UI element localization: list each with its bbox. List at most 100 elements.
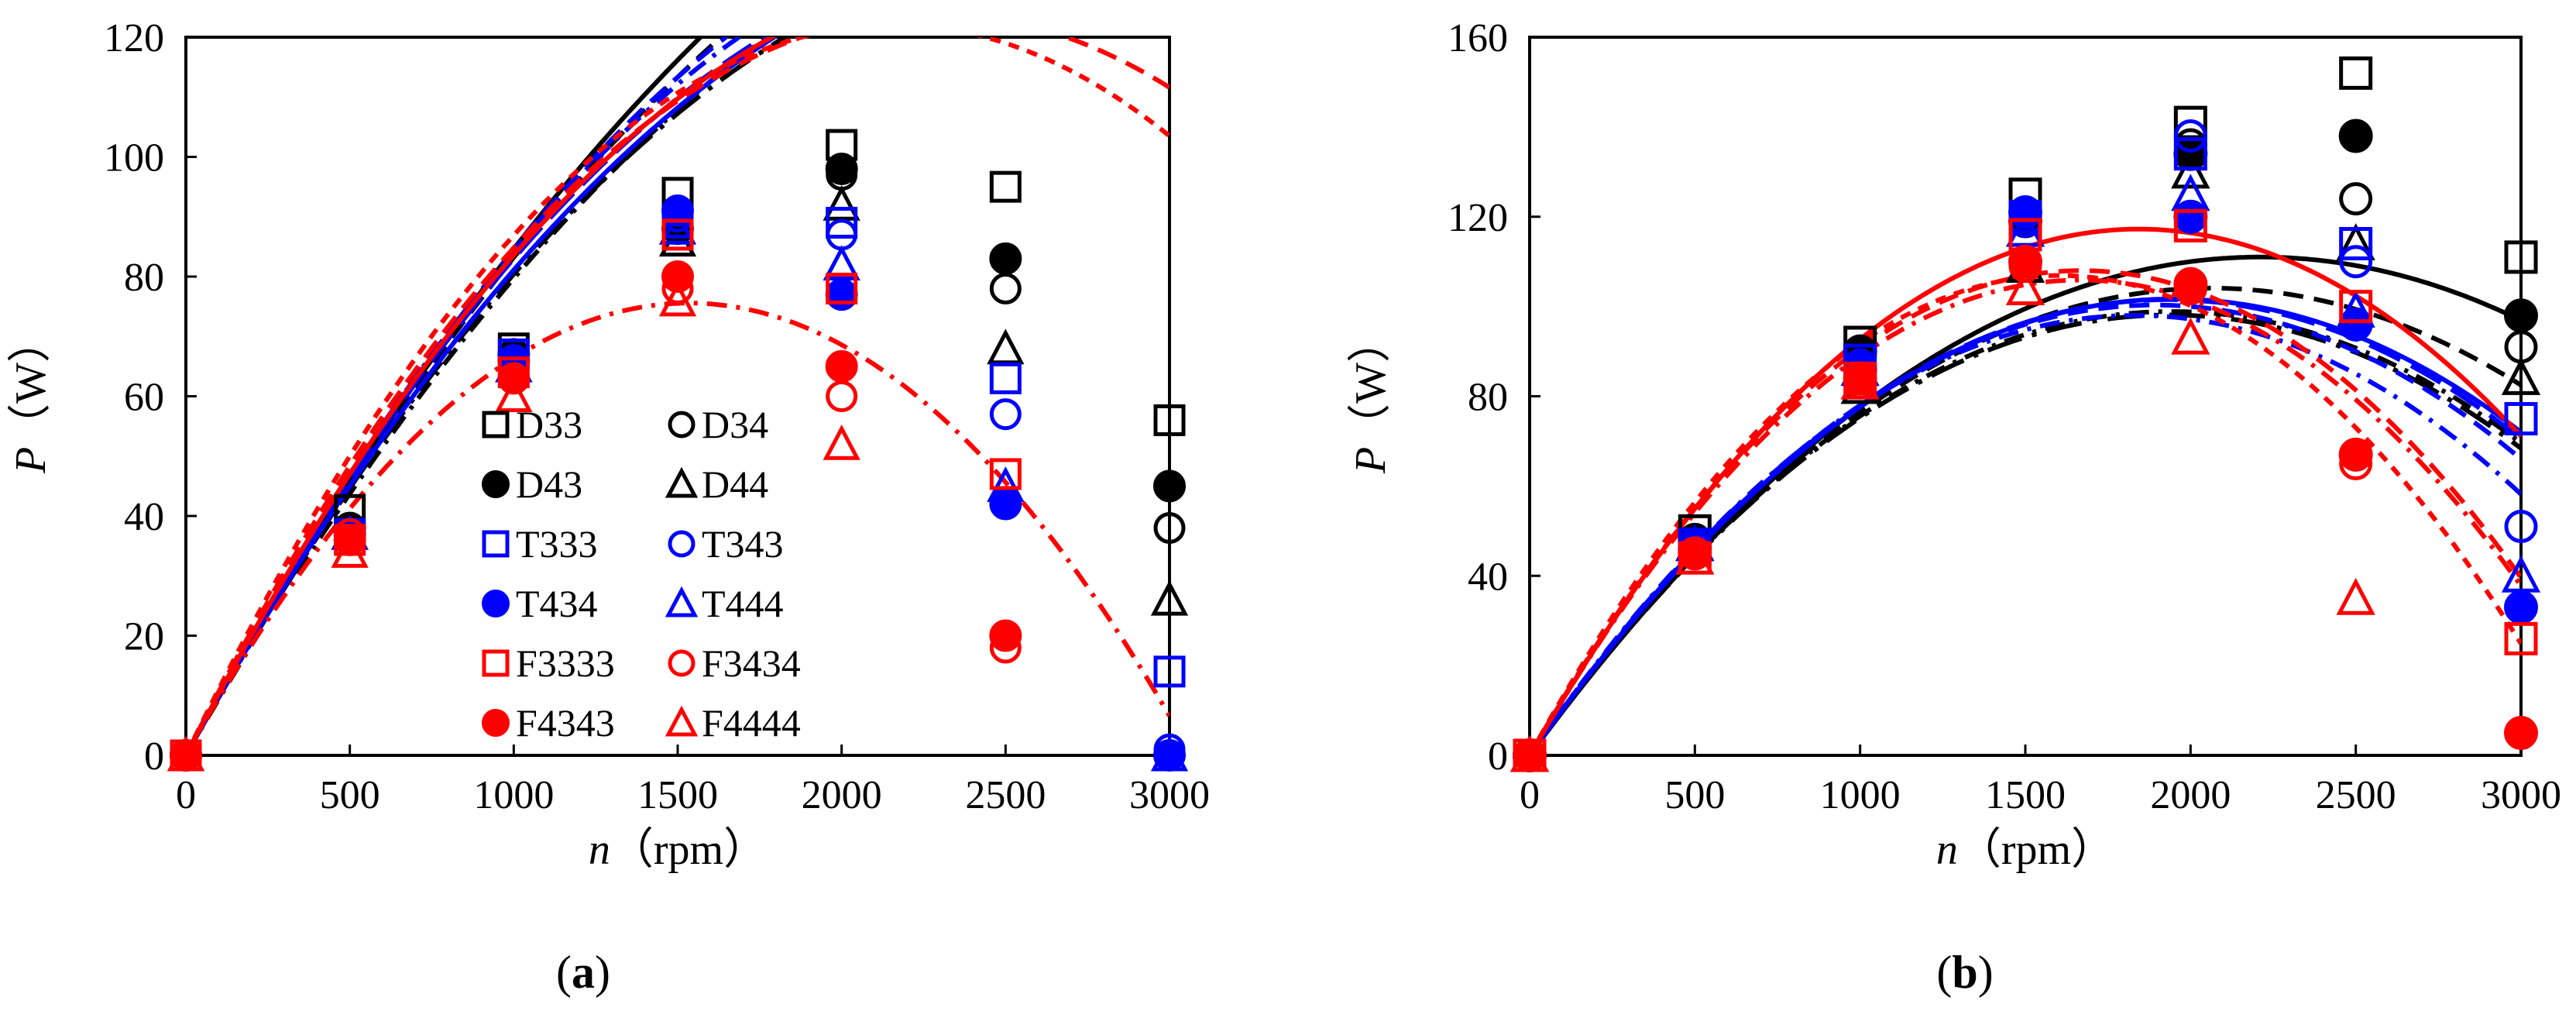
legend-label-f4444: F4444 <box>702 701 801 745</box>
x-tick-label: 2500 <box>965 773 1046 817</box>
x-tick-label: 3000 <box>2481 773 2561 817</box>
point-f4444 <box>2171 317 2210 355</box>
point-d33 <box>989 170 1022 203</box>
fit-curve-f4444 <box>186 301 1170 755</box>
point-t434 <box>1153 739 1186 772</box>
legend-marker-t343 <box>668 530 696 558</box>
point-d34 <box>989 272 1022 304</box>
legend-label-d34: D34 <box>702 403 768 446</box>
fit-curve-d44 <box>186 37 790 755</box>
x-tick-label: 0 <box>176 773 196 817</box>
legend-marker-f4444 <box>665 705 699 737</box>
x-tick-label: 1000 <box>473 773 554 817</box>
point-t333 <box>989 362 1022 394</box>
point-f4343 <box>170 739 202 772</box>
point-d33 <box>2339 56 2373 90</box>
x-axis-title: n（rpm） <box>1936 826 2114 874</box>
point-f4343 <box>1843 361 1877 396</box>
point-d44 <box>2501 357 2541 395</box>
legend-marker-d44 <box>665 466 699 498</box>
panel-a-label: (a) <box>556 947 610 998</box>
point-t444 <box>658 208 697 245</box>
fit-curve-f3333 <box>186 37 777 755</box>
y-tick-label: 40 <box>1468 555 1508 599</box>
x-tick-label: 2000 <box>802 773 882 817</box>
fit-curve-f3434 <box>186 37 1170 755</box>
point-f3333 <box>826 272 858 304</box>
point-t434 <box>2504 590 2538 624</box>
legend-marker-d43 <box>482 470 510 498</box>
x-tick-label: 1500 <box>1985 773 2066 817</box>
point-f4343 <box>2504 716 2538 751</box>
fit-curve-t434 <box>186 37 779 755</box>
y-tick-label: 120 <box>104 16 164 60</box>
point-d44 <box>658 221 697 257</box>
y-tick-label: 20 <box>124 615 164 659</box>
x-tick-label: 1500 <box>637 773 718 817</box>
point-t333 <box>826 206 858 239</box>
point-d43 <box>825 152 858 185</box>
point-f4444 <box>823 424 860 460</box>
y-tick-label: 0 <box>1488 734 1508 779</box>
legend-label-f3434: F3434 <box>702 641 801 685</box>
point-d34 <box>1153 511 1186 544</box>
point-d44 <box>2171 151 2210 189</box>
point-f4343 <box>661 260 694 293</box>
x-tick-label: 500 <box>320 773 380 817</box>
point-f3333 <box>2173 208 2207 242</box>
point-d33 <box>2504 240 2538 274</box>
y-tick-label: 40 <box>124 495 164 539</box>
point-t333 <box>1153 655 1186 688</box>
point-d34 <box>2339 182 2373 216</box>
fit-curve-d33 <box>1530 254 2521 755</box>
point-t333 <box>2173 137 2207 171</box>
legend-label-t333: T333 <box>516 522 598 566</box>
point-f3333 <box>2339 290 2373 324</box>
point-d43 <box>1153 469 1186 503</box>
fit-curve-f3434 <box>1530 268 2521 755</box>
point-f4444 <box>1510 734 1550 772</box>
point-f3434 <box>826 380 858 412</box>
y-tick-label: 160 <box>1448 16 1508 60</box>
panel-a: 0 500 1000 1500 2000 2500 3000 0 20 40 60 80 100 120 n… <box>7 16 1210 874</box>
legend-label-t444: T444 <box>702 582 784 625</box>
y-tick-label: 80 <box>1468 376 1508 420</box>
y-axis-title: P（W） <box>1347 319 1395 474</box>
point-d44 <box>823 184 860 221</box>
legend-marker-t444 <box>665 586 699 617</box>
x-tick-label: 500 <box>1664 773 1725 817</box>
point-f4444 <box>1675 537 1715 575</box>
fit-curve-f4343 <box>1530 273 2521 755</box>
point-t444 <box>2171 174 2210 212</box>
legend-marker-d34 <box>668 411 696 438</box>
legend-marker-d33 <box>482 411 510 438</box>
point-f4444 <box>331 531 369 568</box>
point-d43 <box>989 242 1022 275</box>
point-d44 <box>1150 580 1189 616</box>
legend-label-d43: D43 <box>516 463 582 506</box>
y-tick-label: 80 <box>124 256 164 300</box>
y-axis-title: P（W） <box>7 319 55 474</box>
legend-marker-t434 <box>482 590 510 617</box>
point-f4444 <box>658 280 697 317</box>
point-t343 <box>2339 245 2373 279</box>
x-tick-label: 2000 <box>2150 773 2231 817</box>
x-tick-label: 3000 <box>1129 773 1210 817</box>
point-t333 <box>2339 227 2373 261</box>
point-t444 <box>823 245 860 281</box>
point-t343 <box>989 398 1022 431</box>
point-f3333 <box>661 218 694 251</box>
point-d43 <box>2338 119 2373 153</box>
point-t343 <box>2504 510 2538 544</box>
point-f4343 <box>989 619 1022 652</box>
point-t343 <box>2173 119 2207 153</box>
panel-b-label: (b) <box>1936 947 1993 998</box>
y-tick-label: 0 <box>144 734 164 779</box>
legend: D33 D34 D43 D44 T333 T343 T434 T444 F3333 F3434 F4… <box>482 403 801 745</box>
point-f4444 <box>495 377 533 412</box>
x-tick-label: 0 <box>1520 773 1540 817</box>
point-f4343 <box>1513 738 1547 772</box>
point-f4444 <box>2005 268 2045 305</box>
legend-label-f3333: F3333 <box>516 641 615 685</box>
